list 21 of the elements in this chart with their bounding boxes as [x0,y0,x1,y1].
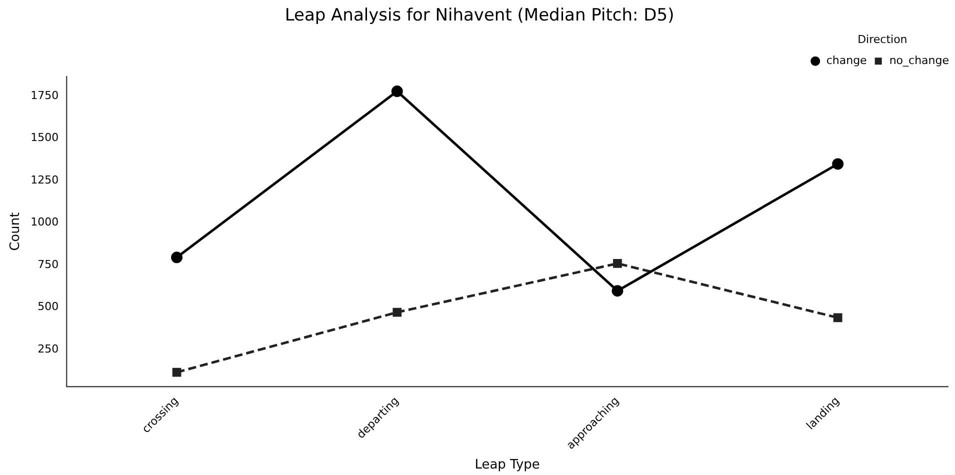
x-axis-title: Leap Type [474,458,540,473]
y-tick-label: 500 [38,300,59,314]
point [171,252,183,264]
point [833,313,842,322]
point [391,86,403,98]
chart-title: Leap Analysis for Nihavent (Median Pitch: D5) [284,6,674,26]
y-axis-title: Count [8,212,24,251]
point [612,285,624,297]
y-tick-label: 1250 [30,173,59,186]
legend-label: change [826,54,868,67]
y-tick-label: 1750 [30,88,59,102]
point [613,259,622,268]
y-tick-label: 750 [38,258,59,271]
y-tick-label: 1000 [30,216,59,229]
point [172,368,182,377]
point [832,158,844,170]
y-tick-label: 250 [38,342,59,356]
y-tick-label: 1500 [30,131,59,144]
point [392,308,402,317]
legend-title: Direction [858,32,908,46]
legend-label: no_change [889,54,950,67]
